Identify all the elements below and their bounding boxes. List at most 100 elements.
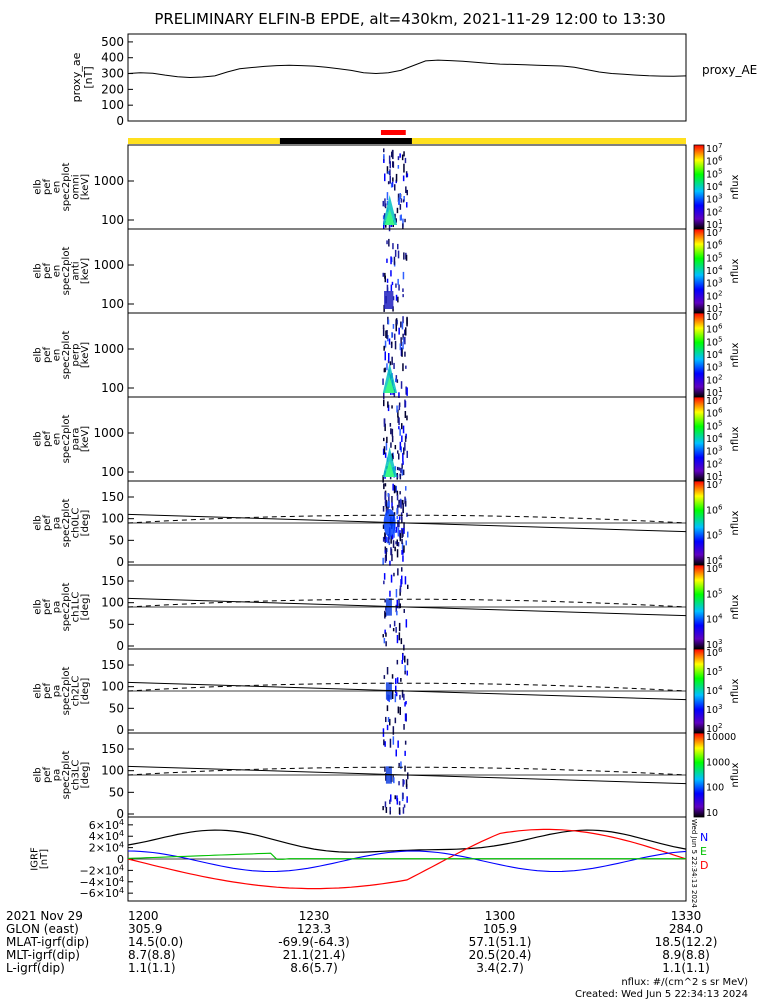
flux-pixel bbox=[394, 184, 396, 191]
pitch-spectrogram-data bbox=[382, 736, 409, 815]
flux-pixel bbox=[387, 534, 390, 543]
proxy-ae-series-line bbox=[127, 59, 687, 79]
flux-pixel bbox=[404, 329, 406, 336]
flux-pixel bbox=[389, 624, 391, 628]
flux-pixel bbox=[382, 272, 384, 277]
flux-pixel bbox=[399, 428, 401, 436]
orbit-row-label: L-igrf(dip) bbox=[6, 961, 65, 975]
flux-pixel bbox=[397, 409, 399, 418]
flux-pixel bbox=[384, 612, 387, 617]
flux-pixel bbox=[397, 450, 399, 454]
flux-pixel bbox=[401, 538, 403, 545]
igrf-ytick-label: −4×104 bbox=[80, 874, 124, 889]
energy-panel-1-colorbar-tick: 102 bbox=[706, 289, 722, 302]
orbit-row-value: 1.1(1.1) bbox=[662, 961, 710, 975]
energy-peak-flux bbox=[384, 461, 395, 477]
flux-pixel bbox=[404, 496, 406, 504]
flux-pixel bbox=[395, 218, 397, 223]
flux-pixel bbox=[384, 351, 386, 361]
flux-pixel bbox=[401, 542, 404, 550]
flux-pixel bbox=[389, 738, 392, 748]
flux-pixel bbox=[387, 181, 390, 185]
flux-pixel bbox=[388, 493, 390, 502]
pitch-panel-0-colorbar-tick: 104 bbox=[706, 554, 722, 567]
flux-pixel bbox=[386, 537, 389, 544]
flux-pixel bbox=[396, 549, 399, 558]
orbit-row-value: -69.9(-64.3) bbox=[278, 935, 349, 949]
flux-pixel bbox=[402, 528, 405, 534]
flux-pixel bbox=[404, 765, 406, 772]
flux-pixel bbox=[397, 740, 399, 748]
flux-pixel bbox=[387, 335, 389, 342]
flux-pixel bbox=[391, 674, 394, 679]
flux-pixel bbox=[404, 351, 406, 357]
orbit-row-value: 21.1(21.4) bbox=[283, 948, 346, 962]
flux-pixel bbox=[393, 256, 396, 265]
energy-panel-0-colorbar bbox=[693, 144, 705, 230]
energy-panel-1-colorbar-tick: 103 bbox=[706, 277, 722, 290]
energy-panel-2-colorbar-tick: 102 bbox=[706, 373, 722, 386]
flux-pixel bbox=[400, 467, 402, 473]
flux-pixel bbox=[405, 619, 408, 628]
anti-loss-cone-line bbox=[127, 598, 687, 608]
flux-pixel bbox=[404, 702, 406, 707]
flux-pixel bbox=[384, 741, 386, 747]
flux-pixel bbox=[384, 629, 386, 634]
pitch-panel-1: 150 100 50 0 elbpefpaspec2plotch1LC[deg] 106 1… bbox=[32, 562, 741, 653]
flux-pixel bbox=[384, 557, 387, 563]
orbit-row-value: 105.9 bbox=[483, 922, 517, 936]
flux-pixel bbox=[388, 222, 391, 232]
flux-pixel bbox=[391, 453, 394, 461]
flux-pixel bbox=[389, 811, 391, 815]
pitch-ytick-label: 0 bbox=[116, 555, 124, 569]
flux-pixel bbox=[402, 779, 404, 787]
pitch-panel-0-colorbar-tick: 107 bbox=[706, 478, 722, 491]
flux-pixel bbox=[392, 628, 395, 632]
pitch-ytick-label: 150 bbox=[101, 574, 124, 588]
energy-peak-flux bbox=[384, 209, 395, 225]
flux-pixel bbox=[400, 638, 403, 645]
flux-pixel bbox=[398, 392, 400, 398]
flux-pixel bbox=[394, 694, 397, 703]
pitch-ytick-label: 50 bbox=[109, 617, 124, 631]
igrf-d-series bbox=[127, 828, 687, 890]
energy-panel-0-colorbar-tick: 104 bbox=[706, 180, 722, 193]
energy-panel-2-colorbar-tick: 106 bbox=[706, 323, 722, 336]
flux-pixel bbox=[405, 327, 407, 336]
flux-pixel bbox=[391, 496, 393, 503]
flux-pixel bbox=[387, 319, 390, 325]
proxy-ae-frame bbox=[127, 33, 687, 122]
flux-pixel bbox=[396, 515, 398, 520]
flux-pixel bbox=[393, 512, 396, 516]
flux-pixel bbox=[396, 798, 399, 805]
pitch-panel-3-colorbar-tick: 100 bbox=[706, 783, 724, 794]
flux-pixel bbox=[390, 794, 392, 802]
flux-pixel bbox=[382, 215, 385, 220]
flux-pixel bbox=[395, 692, 398, 697]
flux-pixel bbox=[395, 685, 397, 694]
ephemeris-segment-0 bbox=[128, 138, 280, 144]
flux-pixel bbox=[386, 166, 389, 174]
energy-panel-2-colorbar-label: nflux bbox=[730, 342, 741, 367]
flux-pixel bbox=[386, 192, 389, 201]
flux-pixel bbox=[387, 401, 389, 408]
flux-pixel bbox=[400, 512, 403, 520]
flux-pixel bbox=[402, 653, 404, 661]
pitch-panel-2-colorbar-tick: 104 bbox=[706, 684, 722, 697]
flux-pixel bbox=[399, 441, 402, 451]
flux-pixel bbox=[383, 154, 385, 160]
flux-pixel bbox=[398, 516, 401, 520]
flux-pixel bbox=[406, 415, 408, 421]
render-stamp: Wed Jun 5 22:34:13 2024 bbox=[690, 819, 698, 908]
flux-pixel bbox=[386, 724, 389, 731]
flux-pixel bbox=[385, 499, 388, 509]
figure-title: PRELIMINARY ELFIN-B EPDE, alt=430km, 202… bbox=[154, 10, 665, 28]
flux-pixel bbox=[391, 435, 394, 443]
energy-panel-1-colorbar-tick: 106 bbox=[706, 239, 722, 252]
flux-pixel bbox=[399, 707, 401, 715]
flux-pixel bbox=[397, 706, 400, 714]
flux-pixel bbox=[400, 198, 403, 203]
flux-pixel bbox=[398, 520, 400, 528]
flux-pixel bbox=[405, 391, 407, 395]
